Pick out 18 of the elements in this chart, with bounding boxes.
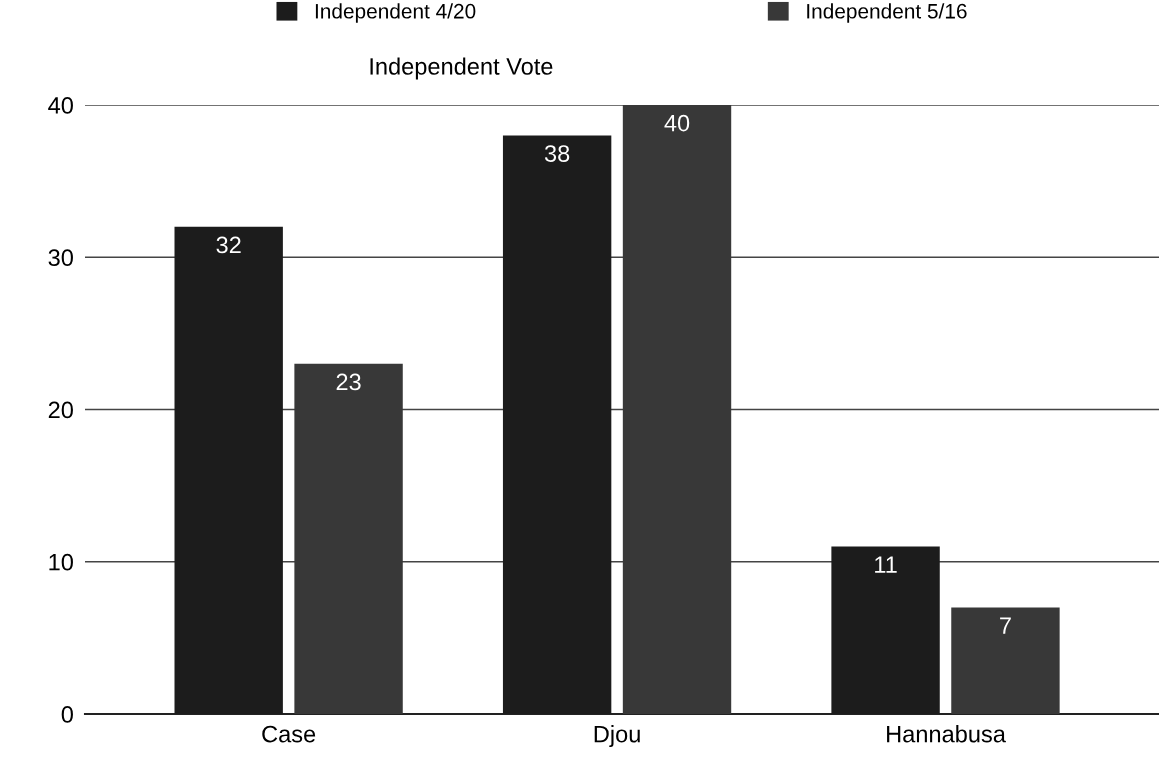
y-tick-label: 0 bbox=[61, 706, 73, 723]
chart-title: Independent Vote bbox=[370, 57, 553, 80]
legend-label: Independent 4/20 bbox=[315, 3, 476, 23]
bar bbox=[951, 607, 1060, 714]
data-label: 40 bbox=[664, 114, 690, 132]
data-label: 32 bbox=[216, 236, 241, 254]
y-tick-label: 20 bbox=[48, 401, 73, 419]
data-label: 11 bbox=[875, 556, 897, 573]
data-label: 7 bbox=[1000, 617, 1011, 634]
legend-label: Independent 5/16 bbox=[807, 3, 967, 23]
data-label: 38 bbox=[544, 145, 570, 162]
x-tick-label: Hannabusa bbox=[887, 725, 1006, 743]
data-label: 23 bbox=[336, 373, 361, 391]
x-tick-label: Djou bbox=[594, 725, 640, 748]
y-tick-label: 10 bbox=[49, 553, 73, 571]
x-tick-label: Case bbox=[262, 725, 316, 743]
y-tick-label: 30 bbox=[48, 249, 73, 267]
y-tick-label: 40 bbox=[48, 97, 73, 114]
